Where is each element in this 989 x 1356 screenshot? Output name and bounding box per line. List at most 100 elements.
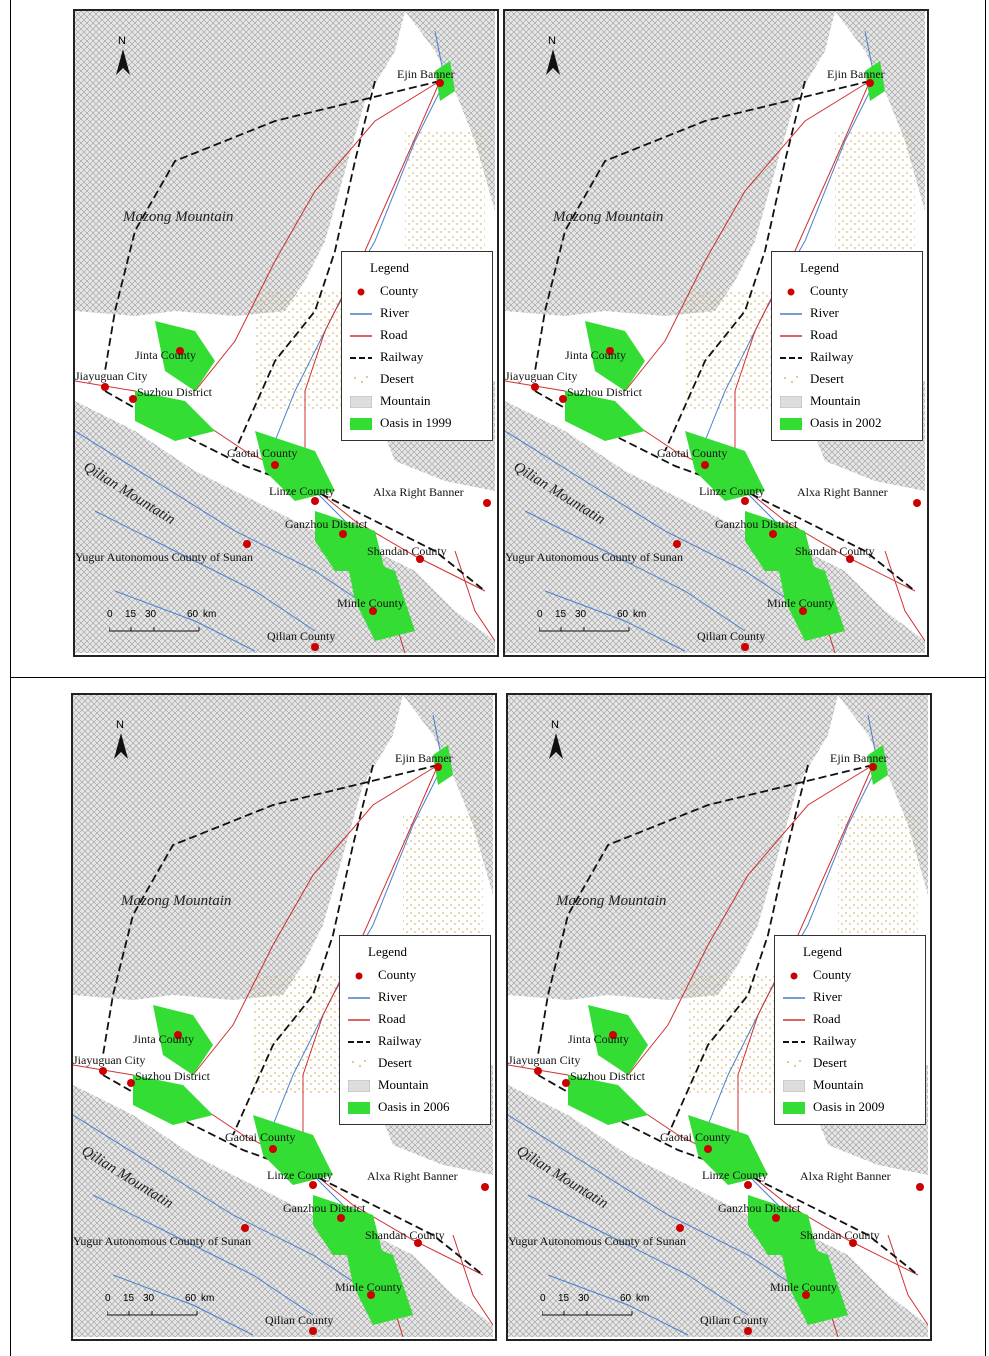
- label-jinta: Jinta County: [568, 1032, 630, 1046]
- mountain-area-ne: [835, 11, 925, 211]
- legend-row-desert: Desert: [780, 371, 920, 389]
- county-point: [311, 497, 319, 505]
- label-minle: Minle County: [767, 596, 835, 610]
- county-point: [127, 1079, 135, 1087]
- label-qilian: Qilian County: [697, 629, 766, 643]
- label-linze: Linze County: [267, 1168, 333, 1182]
- county-point: [869, 763, 877, 771]
- mountain-area-north: [75, 11, 495, 316]
- county-point: [311, 643, 319, 651]
- label-jinta: Jinta County: [135, 348, 197, 362]
- county-point: [849, 1239, 857, 1247]
- legend: Legend County River Road Railway Desert …: [774, 935, 926, 1125]
- county-point: [481, 1183, 489, 1191]
- label-shandan: Shandan County: [800, 1228, 880, 1242]
- county-point: [129, 395, 137, 403]
- county-point: [769, 530, 777, 538]
- oasis-areas: [133, 745, 453, 1325]
- map-panel-2006: N Mazong Mountain Qilian Mountatin Ejin …: [71, 693, 497, 1341]
- label-alxa: Alxa Right Banner: [800, 1169, 891, 1183]
- county-point: [866, 79, 874, 87]
- label-mazong-mountain: Mazong Mountain: [123, 209, 234, 225]
- legend-row-oasis: Oasis in 1999: [350, 415, 490, 433]
- label-qilian: Qilian County: [267, 629, 336, 643]
- label-mazong-mountain: Mazong Mountain: [121, 893, 232, 909]
- river-lines: [73, 714, 444, 1336]
- label-sunan: Yugur Autonomous County of Sunan: [508, 1234, 687, 1248]
- label-sunan: Yugur Autonomous County of Sunan: [505, 550, 684, 564]
- legend-row-county: County: [348, 967, 488, 985]
- legend-row-desert: Desert: [348, 1055, 488, 1073]
- label-jinta: Jinta County: [133, 1032, 195, 1046]
- frame-divider: [10, 677, 986, 678]
- legend-row-river: River: [350, 305, 409, 320]
- legend-row-desert: Desert: [783, 1055, 923, 1073]
- label-sunan: Yugur Autonomous County of Sunan: [75, 550, 254, 564]
- label-ejin: Ejin Banner: [827, 67, 885, 81]
- county-point: [339, 530, 347, 538]
- map-panel-2002: N Mazong Mountain Qilian Mountatin Ejin …: [503, 9, 929, 657]
- north-arrow-icon: N: [543, 35, 563, 79]
- county-point: [269, 1145, 277, 1153]
- north-arrow-icon: N: [113, 35, 133, 79]
- county-point: [271, 461, 279, 469]
- county-point: [531, 383, 539, 391]
- mountain-area-north: [73, 695, 493, 1000]
- label-gaotai: Gaotai County: [227, 446, 298, 460]
- legend-row-county: County: [780, 283, 920, 301]
- label-ejin: Ejin Banner: [397, 67, 455, 81]
- label-jiayuguan: Jiayuguan City: [75, 369, 148, 383]
- label-ganzhou: Ganzhou District: [283, 1201, 366, 1215]
- county-point: [609, 1031, 617, 1039]
- legend-row-mountain: Mountain: [350, 393, 490, 411]
- label-minle: Minle County: [337, 596, 405, 610]
- county-point: [802, 1291, 810, 1299]
- legend-row-railway: Railway: [783, 1033, 857, 1048]
- label-linze: Linze County: [702, 1168, 768, 1182]
- county-point: [309, 1327, 317, 1335]
- label-suzhou: Suzhou District: [137, 385, 212, 399]
- north-arrow-icon: N: [546, 719, 566, 763]
- map-canvas: [73, 695, 493, 1337]
- frame-right: [985, 0, 986, 1356]
- county-point: [846, 555, 854, 563]
- county-point: [483, 499, 491, 507]
- label-gaotai: Gaotai County: [660, 1130, 731, 1144]
- county-point: [337, 1214, 345, 1222]
- label-alxa: Alxa Right Banner: [373, 485, 464, 499]
- mountain-area-ne: [838, 695, 928, 895]
- legend: Legend County River Road Railway Desert …: [339, 935, 491, 1125]
- county-point: [562, 1079, 570, 1087]
- legend-row-county: County: [350, 283, 490, 301]
- county-point: [174, 1031, 182, 1039]
- label-suzhou: Suzhou District: [567, 385, 642, 399]
- county-point: [414, 1239, 422, 1247]
- legend-title: Legend: [803, 944, 842, 959]
- scale-bar: 0 15 30 60 km: [538, 1293, 668, 1323]
- county-point: [534, 1067, 542, 1075]
- label-suzhou: Suzhou District: [135, 1069, 210, 1083]
- county-point: [913, 499, 921, 507]
- mountain-area-north: [505, 11, 925, 316]
- map-panel-1999: N Mazong Mountain Qilian Mountatin Ejin …: [73, 9, 499, 657]
- legend-row-river: River: [780, 305, 839, 320]
- label-mazong-mountain: Mazong Mountain: [553, 209, 664, 225]
- label-suzhou: Suzhou District: [570, 1069, 645, 1083]
- county-point: [744, 1181, 752, 1189]
- legend-row-river: River: [783, 989, 842, 1004]
- label-ejin: Ejin Banner: [395, 751, 453, 765]
- label-ejin: Ejin Banner: [830, 751, 888, 765]
- legend-row-railway: Railway: [780, 349, 854, 364]
- county-point: [241, 1224, 249, 1232]
- legend-row-road: Road: [780, 327, 838, 342]
- legend-row-road: Road: [783, 1011, 841, 1026]
- county-point: [704, 1145, 712, 1153]
- label-alxa: Alxa Right Banner: [797, 485, 888, 499]
- county-point: [741, 643, 749, 651]
- legend-title: Legend: [370, 260, 409, 275]
- label-linze: Linze County: [699, 484, 765, 498]
- legend-row-county: County: [783, 967, 923, 985]
- county-point: [99, 1067, 107, 1075]
- label-mazong-mountain: Mazong Mountain: [556, 893, 667, 909]
- mountain-area-ne: [403, 695, 493, 895]
